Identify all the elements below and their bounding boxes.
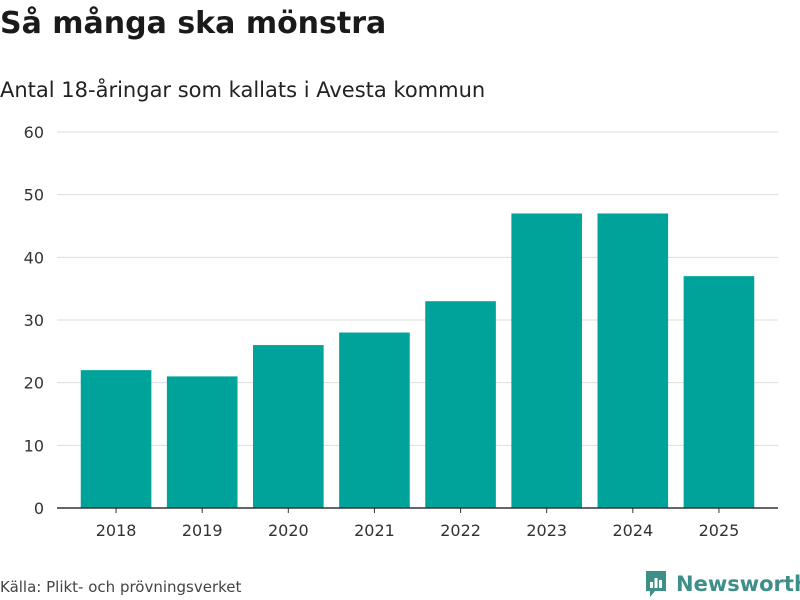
bar	[166, 376, 238, 508]
y-tick-label: 30	[24, 311, 44, 330]
x-tick-label: 2021	[354, 521, 395, 540]
newsworthy-logo-icon	[646, 571, 666, 597]
chart-title: Så många ska mönstra	[0, 6, 387, 41]
y-tick-label: 40	[24, 248, 44, 267]
bar	[253, 345, 324, 508]
brand-logo[interactable]: Newsworthy	[644, 568, 800, 600]
x-tick-label: 2018	[96, 521, 137, 540]
x-tick-label: 2023	[526, 521, 567, 540]
chart-subtitle: Antal 18-åringar som kallats i Avesta ko…	[0, 78, 486, 102]
y-tick-label: 60	[24, 123, 44, 142]
bar	[80, 370, 152, 508]
bar	[597, 213, 669, 508]
bar	[425, 301, 496, 508]
y-tick-label: 50	[24, 186, 44, 205]
y-tick-label: 20	[24, 374, 44, 393]
x-tick-label: 2019	[182, 521, 223, 540]
y-tick-label: 10	[24, 436, 44, 455]
x-tick-label: 2022	[440, 521, 481, 540]
x-tick-label: 2024	[612, 521, 653, 540]
bar	[511, 213, 582, 508]
x-tick-label: 2025	[699, 521, 740, 540]
bar	[683, 276, 755, 508]
source-note: Källa: Plikt- och prövningsverket	[0, 578, 242, 596]
brand-name: Newsworthy	[676, 572, 800, 596]
bar	[339, 332, 410, 508]
y-tick-label: 0	[34, 499, 44, 518]
x-tick-label: 2020	[268, 521, 309, 540]
